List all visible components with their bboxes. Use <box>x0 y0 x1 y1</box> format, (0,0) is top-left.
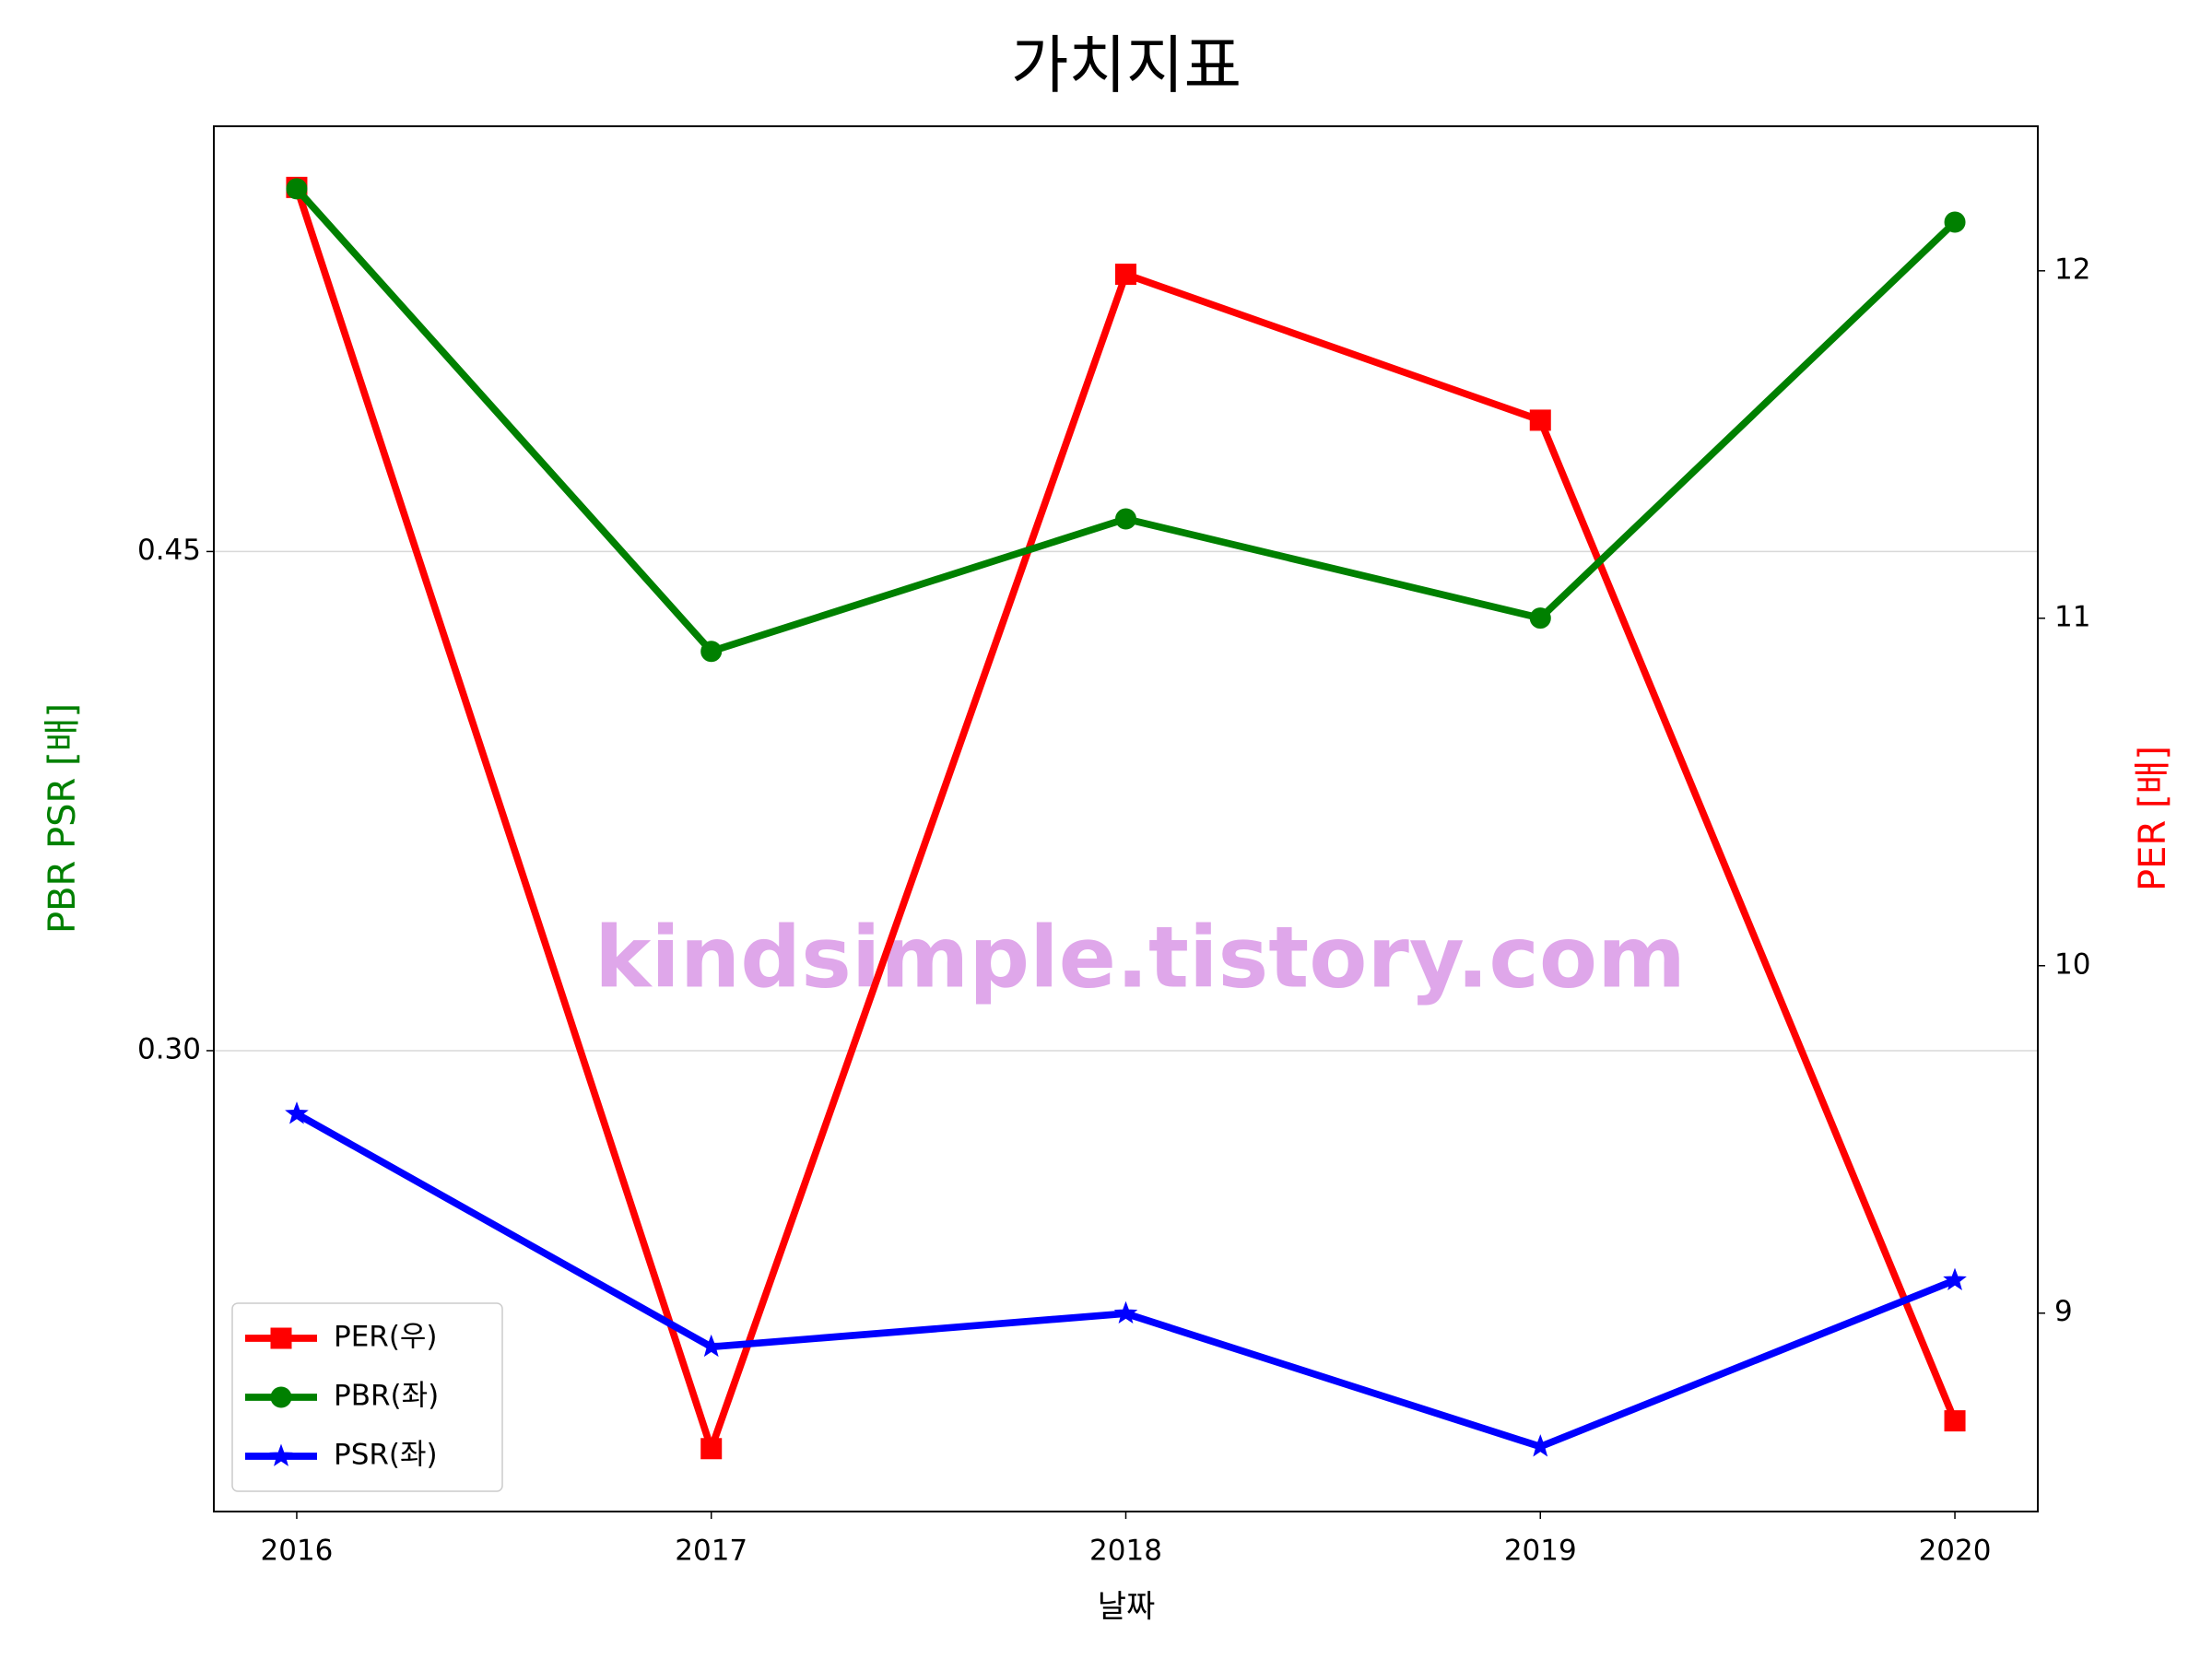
legend-label: PSR(좌) <box>334 1439 438 1472</box>
y-tick-label: 0.45 <box>137 534 201 567</box>
marker <box>1115 264 1136 286</box>
y2-tick-label: 12 <box>2054 253 2090 286</box>
watermark: kindsimple.tistory.com <box>594 908 1686 1006</box>
x-tick-label: 2019 <box>1504 1535 1577 1568</box>
marker <box>700 1438 723 1460</box>
x-tick-label: 2017 <box>675 1535 747 1568</box>
marker <box>1528 1434 1553 1457</box>
chart-title: 가치지표 <box>1011 30 1241 103</box>
x-axis-label: 날짜 <box>1098 1589 1156 1626</box>
marker <box>1113 1300 1138 1324</box>
marker <box>1115 508 1136 530</box>
marker <box>1944 1410 1966 1432</box>
marker <box>700 641 723 663</box>
marker <box>270 1327 292 1349</box>
marker <box>1529 607 1551 629</box>
legend-label: PBR(좌) <box>334 1380 439 1413</box>
y2-tick-label: 9 <box>2054 1295 2073 1328</box>
y2-tick-label: 11 <box>2054 600 2090 633</box>
x-tick-label: 2020 <box>1919 1535 1992 1568</box>
y-tick-label: 0.30 <box>137 1032 201 1065</box>
marker <box>699 1334 724 1358</box>
legend-box <box>231 1302 503 1492</box>
marker <box>285 1101 309 1124</box>
marker <box>1943 1267 1967 1290</box>
plot-frame <box>213 125 2039 1512</box>
marker <box>286 178 308 200</box>
y2-axis-label: PER [배] <box>2132 746 2174 891</box>
x-tick-label: 2018 <box>1089 1535 1162 1568</box>
y2-tick-label: 10 <box>2054 947 2090 981</box>
legend-label: PER(우) <box>334 1321 438 1354</box>
marker <box>270 1386 292 1408</box>
y-axis-label: PBR PSR [배] <box>41 703 84 934</box>
marker <box>269 1443 293 1466</box>
marker <box>1944 211 1966 233</box>
x-tick-label: 2016 <box>261 1535 334 1568</box>
marker <box>1529 409 1551 431</box>
